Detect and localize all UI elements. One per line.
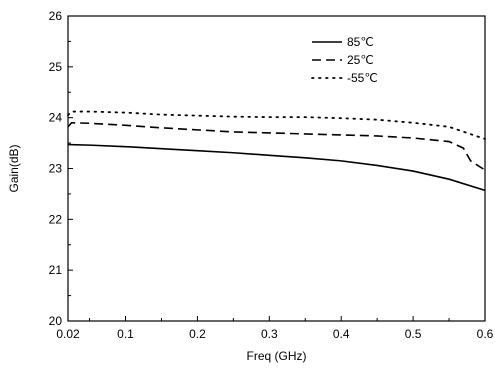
y-axis-label: Gain(dB)	[7, 144, 21, 192]
series-line-0	[67, 143, 486, 192]
x-axis-label: Freq (GHz)	[247, 349, 307, 363]
legend-label-0: 85℃	[347, 35, 374, 49]
x-tick-label: 0.4	[333, 327, 350, 341]
series-line-2	[67, 110, 486, 140]
y-tick-label: 20	[49, 314, 63, 328]
x-tick-label: 0.5	[405, 327, 422, 341]
y-tick-label: 21	[49, 263, 63, 277]
x-tick-label: 0.6	[477, 327, 494, 341]
legend-label-2: -55℃	[347, 71, 378, 85]
series-layer	[67, 110, 486, 192]
legend: 85℃ 25℃ -55℃	[311, 35, 378, 85]
x-tick-label: 0.1	[117, 327, 134, 341]
tick-layer: 0.02 0.1 0.2 0.3 0.4 0.5 0.6 20 21 22 23 24 25 26	[49, 9, 494, 341]
x-tick-label: 0.02	[56, 327, 80, 341]
x-tick-label: 0.2	[189, 327, 206, 341]
y-tick-label: 26	[49, 9, 63, 23]
y-tick-label: 23	[49, 162, 63, 176]
y-tick-label: 22	[49, 212, 63, 226]
legend-label-1: 25℃	[347, 53, 374, 67]
y-tick-label: 25	[49, 60, 63, 74]
x-tick-label: 0.3	[261, 327, 278, 341]
y-tick-label: 24	[49, 111, 63, 125]
